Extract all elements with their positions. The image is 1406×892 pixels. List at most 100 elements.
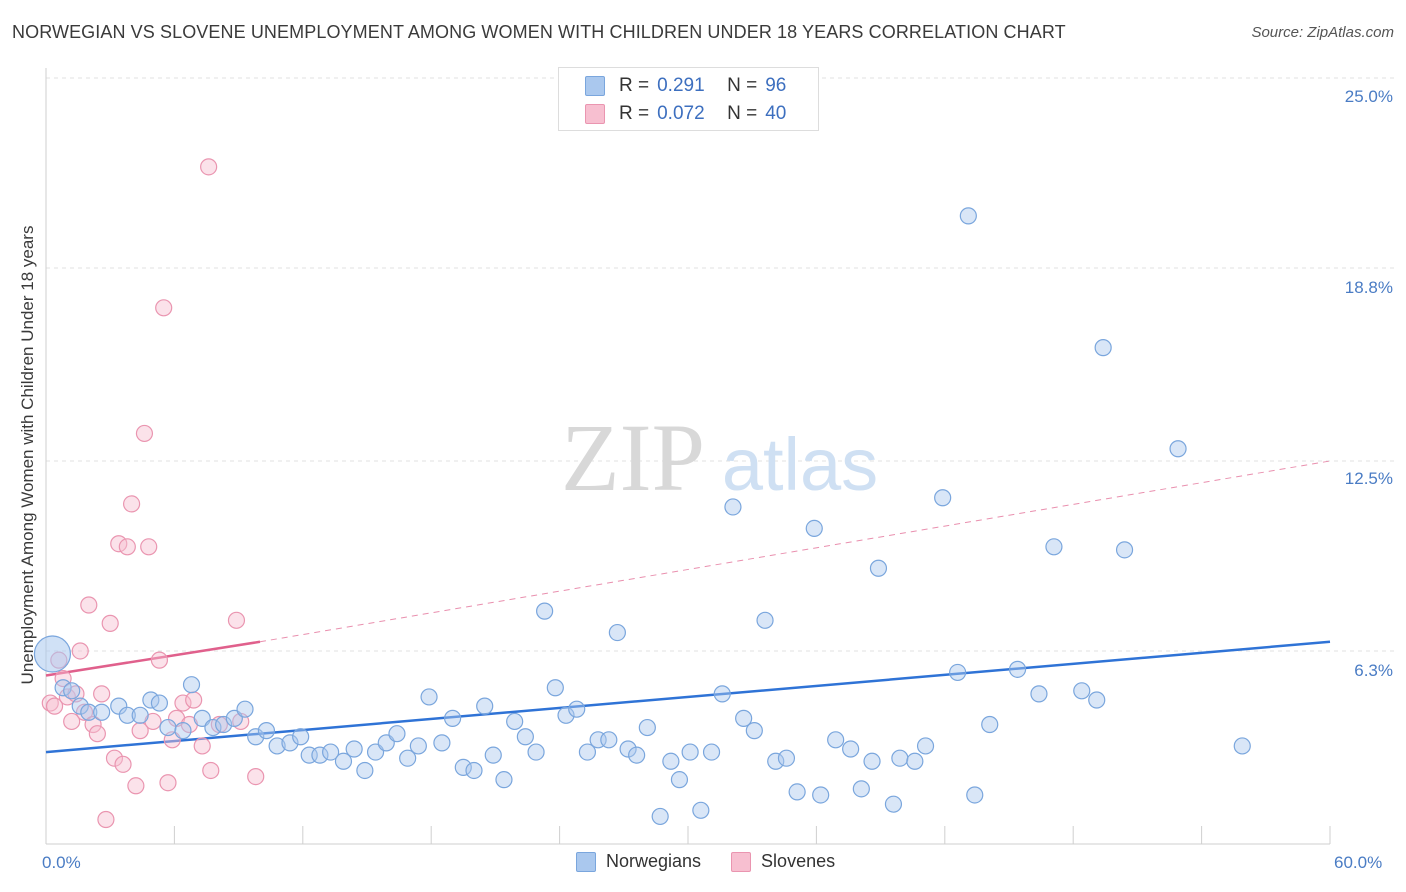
norwegian-point xyxy=(981,715,999,734)
norwegian-point xyxy=(842,740,860,758)
norwegian-point xyxy=(465,761,483,780)
norwegian-point xyxy=(756,611,774,629)
norwegian-point xyxy=(906,752,924,770)
legend-label: Slovenes xyxy=(761,851,836,871)
slovene-point xyxy=(97,810,115,829)
watermark-zip: ZIP xyxy=(561,404,705,511)
norwegian-point xyxy=(735,709,753,727)
slovene-point xyxy=(227,611,246,629)
norwegian-point xyxy=(292,728,310,746)
norwegian-point xyxy=(1094,339,1112,357)
r-value: 0.291 xyxy=(657,75,705,96)
norwegian-point xyxy=(334,752,353,770)
legend-label: Norwegians xyxy=(606,851,702,871)
slovene-point xyxy=(174,694,192,712)
y-tick-label: 6.3% xyxy=(1354,661,1393,680)
norwegian-point xyxy=(949,663,967,682)
norwegian-point xyxy=(934,489,952,507)
norwegian-point xyxy=(891,749,909,767)
norwegian-point xyxy=(1233,737,1251,755)
slovene-point xyxy=(200,158,218,176)
norwegian-point xyxy=(281,734,299,752)
slovene-point xyxy=(45,697,64,715)
trend-lines xyxy=(45,460,1331,754)
norwegian-point xyxy=(257,722,276,740)
legend-row-slovenes: R = 0.072 N = 40 xyxy=(585,101,786,127)
norwegian-point xyxy=(204,718,222,737)
x-tick-label-min: 0.0% xyxy=(42,853,81,872)
r-label: R = xyxy=(619,75,650,96)
norwegian-point xyxy=(568,700,586,718)
slovene-point xyxy=(135,424,154,443)
norwegians-swatch xyxy=(585,76,605,96)
norwegian-point xyxy=(345,740,363,758)
norwegian-point xyxy=(484,746,502,764)
norwegian-point xyxy=(767,752,785,770)
norwegian-points xyxy=(33,207,1251,826)
slovene-point xyxy=(105,749,124,767)
r-label: R = xyxy=(619,103,650,124)
norwegian-point xyxy=(476,697,494,715)
slovene-point xyxy=(150,651,169,669)
axes xyxy=(45,68,1331,845)
norwegian-point xyxy=(311,746,329,764)
norwegian-point xyxy=(827,731,845,749)
norwegian-point xyxy=(1045,538,1063,556)
norwegian-point xyxy=(863,752,881,770)
norwegian-point xyxy=(80,703,98,721)
norwegian-point xyxy=(1073,682,1091,700)
norwegian-point xyxy=(444,709,462,727)
slovene-trend-line xyxy=(45,640,261,677)
norwegian-point xyxy=(1008,660,1027,678)
norwegian-point xyxy=(236,700,254,718)
slovene-point xyxy=(118,538,136,556)
norwegian-point xyxy=(638,718,656,737)
norwegian-point xyxy=(118,706,136,724)
norwegian-point xyxy=(670,771,689,789)
norwegian-point xyxy=(702,743,721,761)
norwegian-point xyxy=(131,706,149,724)
norwegian-point xyxy=(852,780,870,798)
n-value: 96 xyxy=(765,75,787,96)
norwegian-point xyxy=(619,740,637,758)
norwegian-point xyxy=(388,725,406,743)
slovene-point xyxy=(88,725,106,743)
norwegian-point xyxy=(805,519,823,538)
norwegian-point xyxy=(150,694,169,712)
slovene-point xyxy=(193,737,211,755)
slovene-point xyxy=(127,777,145,795)
norwegian-point xyxy=(600,731,618,749)
norwegian-point xyxy=(777,749,796,767)
legend-item-slovenes[interactable]: Slovenes xyxy=(731,851,835,872)
norwegian-point xyxy=(884,795,903,813)
slovene-point xyxy=(131,722,149,740)
slovene-point xyxy=(63,712,81,731)
norwegian-point xyxy=(578,743,597,761)
legend-item-norwegians[interactable]: Norwegians xyxy=(576,851,701,872)
legend-row-norwegians: R = 0.291 N = 96 xyxy=(585,73,786,99)
norwegian-point xyxy=(110,697,128,715)
norwegian-point xyxy=(93,703,111,721)
norwegian-point xyxy=(182,676,201,694)
r-value: 0.072 xyxy=(657,103,705,124)
norwegian-point xyxy=(788,783,806,801)
norwegians-swatch xyxy=(576,851,596,872)
norwegian-point xyxy=(1115,541,1134,559)
norwegian-point xyxy=(557,706,575,724)
series-legend: Norwegians Slovenes xyxy=(576,851,865,872)
norwegian-point xyxy=(215,715,233,734)
norwegian-point xyxy=(356,761,374,780)
correlation-legend: R = 0.291 N = 96 R = 0.072 N = 40 xyxy=(558,67,819,131)
norwegian-point xyxy=(1030,685,1048,703)
slovene-point xyxy=(114,755,132,773)
norwegian-point xyxy=(681,743,699,761)
n-label: N = xyxy=(727,103,758,124)
norwegian-point xyxy=(812,786,830,804)
norwegian-point xyxy=(420,688,438,706)
watermark: ZIP atlas xyxy=(561,404,878,511)
slovene-point xyxy=(185,691,203,709)
norwegian-point xyxy=(966,786,984,804)
norwegian-point xyxy=(433,734,451,752)
slovene-point xyxy=(155,299,173,317)
y-tick-label: 12.5% xyxy=(1344,469,1393,488)
